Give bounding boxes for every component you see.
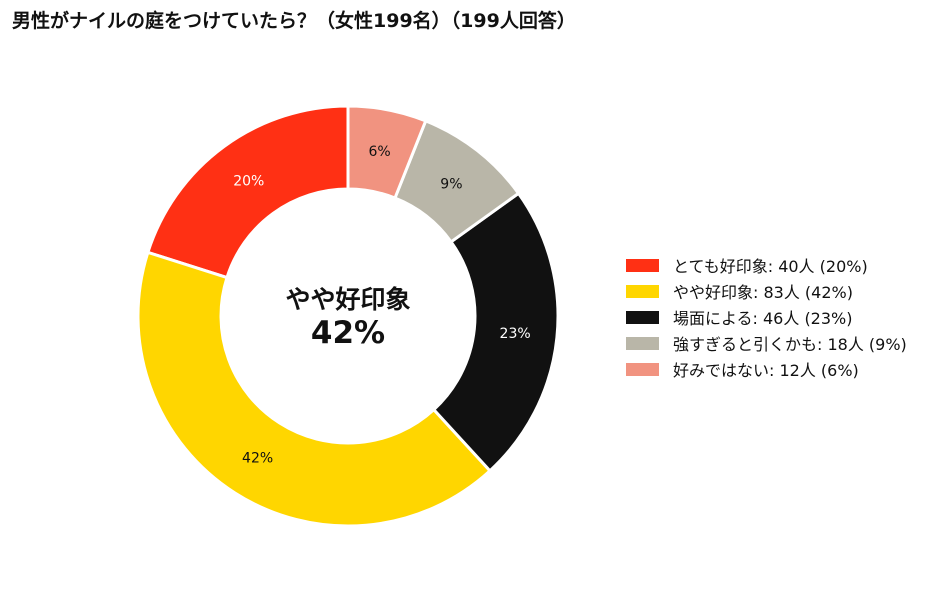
chart-title: 男性がナイルの庭をつけていたら？（女性199名）（199人回答）: [12, 10, 576, 32]
slice-percent-label: 9%: [440, 177, 462, 193]
legend-label: 強すぎると引くかも: 18人 (9%): [673, 335, 907, 354]
legend-item: やや好印象: 83人 (42%): [626, 278, 907, 304]
legend-label: やや好印象: 83人 (42%): [673, 283, 853, 302]
legend-swatch: [626, 336, 659, 350]
legend-swatch: [626, 362, 659, 376]
slice-percent-label: 20%: [233, 173, 264, 189]
center-value-label: 42%: [311, 315, 385, 351]
donut-slice-5: [346, 104, 428, 200]
slice-percent-label: 23%: [500, 326, 531, 342]
legend-item: とても好印象: 40人 (20%): [626, 252, 907, 278]
slice-percent-label: 6%: [368, 144, 390, 160]
legend-item: 場面による: 46人 (23%): [626, 304, 907, 330]
center-category-label: やや好印象: [285, 285, 410, 314]
legend-item: 強すぎると引くかも: 18人 (9%): [626, 330, 907, 356]
legend-swatch: [626, 310, 659, 324]
slice-percent-label: 42%: [242, 451, 273, 467]
legend-label: とても好印象: 40人 (20%): [673, 257, 868, 276]
slice-labels: 20% 42% 23% 9% 6%: [233, 144, 530, 467]
legend-swatch: [626, 284, 659, 298]
legend: とても好印象: 40人 (20%) やや好印象: 83人 (42%) 場面による: …: [626, 252, 907, 382]
donut-slices: [136, 104, 560, 528]
legend-label: 場面による: 46人 (23%): [673, 309, 853, 328]
donut-slice-2: [136, 250, 492, 528]
legend-label: 好みではない: 12人 (6%): [673, 361, 859, 380]
legend-swatch: [626, 258, 659, 272]
donut-slice-1: [146, 104, 350, 280]
donut-slice-3: [432, 191, 560, 473]
legend-item: 好みではない: 12人 (6%): [626, 356, 907, 382]
